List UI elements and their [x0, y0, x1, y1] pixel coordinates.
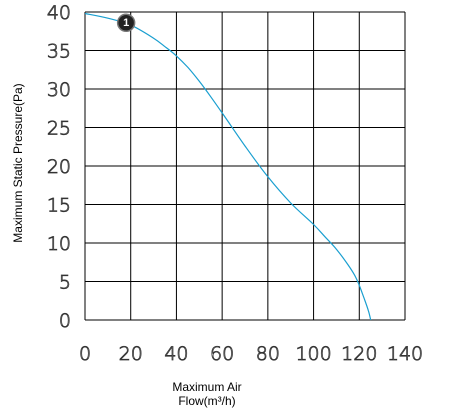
y-tick-label: 35	[47, 41, 71, 63]
x-tick-label: 140	[387, 343, 423, 365]
x-tick-label: 0	[79, 343, 91, 365]
x-tick-label: 100	[295, 343, 331, 365]
x-tick-label: 60	[210, 343, 234, 365]
x-axis-label-line1: Maximum Air	[172, 380, 241, 394]
series-line	[84, 12, 372, 321]
y-tick-label: 10	[47, 233, 71, 255]
y-tick-label: 20	[47, 156, 71, 178]
x-tick-label: 40	[164, 343, 188, 365]
y-tick-label: 15	[47, 195, 71, 217]
y-tick-labels: 0 5 10 15 20 25 30 35 40	[46, 2, 71, 333]
annotation-marker: 1	[116, 13, 136, 33]
x-axis-label-line2: Flow(m³/h)	[178, 394, 235, 408]
y-axis-label: Maximum Static Pressure(Pa)	[11, 83, 25, 242]
x-tick-labels: 0 20 40 60 80 100 120 140	[79, 343, 424, 366]
y-tick-label: 5	[59, 272, 71, 294]
y-tick-label: 25	[47, 118, 71, 140]
y-tick-label: 30	[47, 79, 71, 101]
x-tick-label: 80	[256, 343, 280, 365]
annotation-label: 1	[123, 17, 129, 29]
y-tick-label: 40	[47, 2, 71, 24]
x-tick-label: 120	[341, 343, 377, 365]
x-tick-label: 20	[119, 343, 143, 365]
y-tick-label: 0	[59, 310, 71, 332]
grid	[84, 11, 406, 321]
